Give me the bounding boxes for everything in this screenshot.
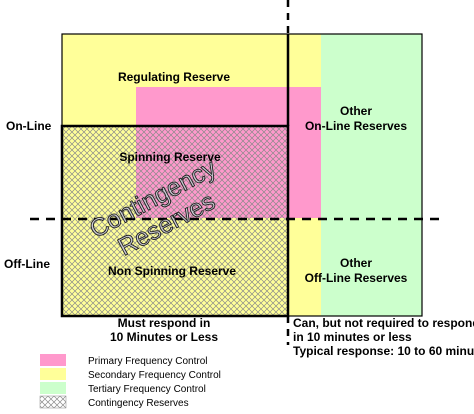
contingency-hatch-region xyxy=(62,126,288,316)
legend-swatch-contingency xyxy=(39,395,67,409)
spinning-reserve-label: Spinning Reserve xyxy=(119,150,221,164)
legend-swatch-secondary xyxy=(40,368,66,380)
offline-row-label: Off-Line xyxy=(4,257,50,271)
other-offline-label-2: Off-Line Reserves xyxy=(305,271,408,285)
online-row-label: On-Line xyxy=(6,119,52,133)
non-spinning-reserve-label: Non Spinning Reserve xyxy=(108,264,236,278)
can-respond-line1: Can, but not required to respond xyxy=(293,316,474,330)
regulating-reserve-label: Regulating Reserve xyxy=(118,70,230,84)
legend-swatch-tertiary xyxy=(40,382,66,394)
other-online-label-2: On-Line Reserves xyxy=(305,119,407,133)
other-online-label-1: Other xyxy=(340,104,372,118)
other-offline-label-1: Other xyxy=(340,256,372,270)
must-respond-line2: 10 Minutes or Less xyxy=(110,330,218,344)
must-respond-line1: Must respond in xyxy=(118,316,211,330)
legend-label-tertiary: Tertiary Frequency Control xyxy=(88,384,206,395)
typical-response-line: Typical response: 10 to 60 minutes xyxy=(293,344,474,358)
legend-label-contingency: Contingency Reserves xyxy=(88,398,189,409)
legend-swatch-primary xyxy=(40,354,66,366)
tertiary-control-region xyxy=(321,34,422,316)
legend: Primary Frequency Control Secondary Freq… xyxy=(39,354,221,409)
contingency-frame xyxy=(60,124,290,318)
legend-label-primary: Primary Frequency Control xyxy=(88,356,207,367)
can-respond-line2: in 10 minutes or less xyxy=(293,330,412,344)
legend-label-secondary: Secondary Frequency Control xyxy=(88,370,221,381)
